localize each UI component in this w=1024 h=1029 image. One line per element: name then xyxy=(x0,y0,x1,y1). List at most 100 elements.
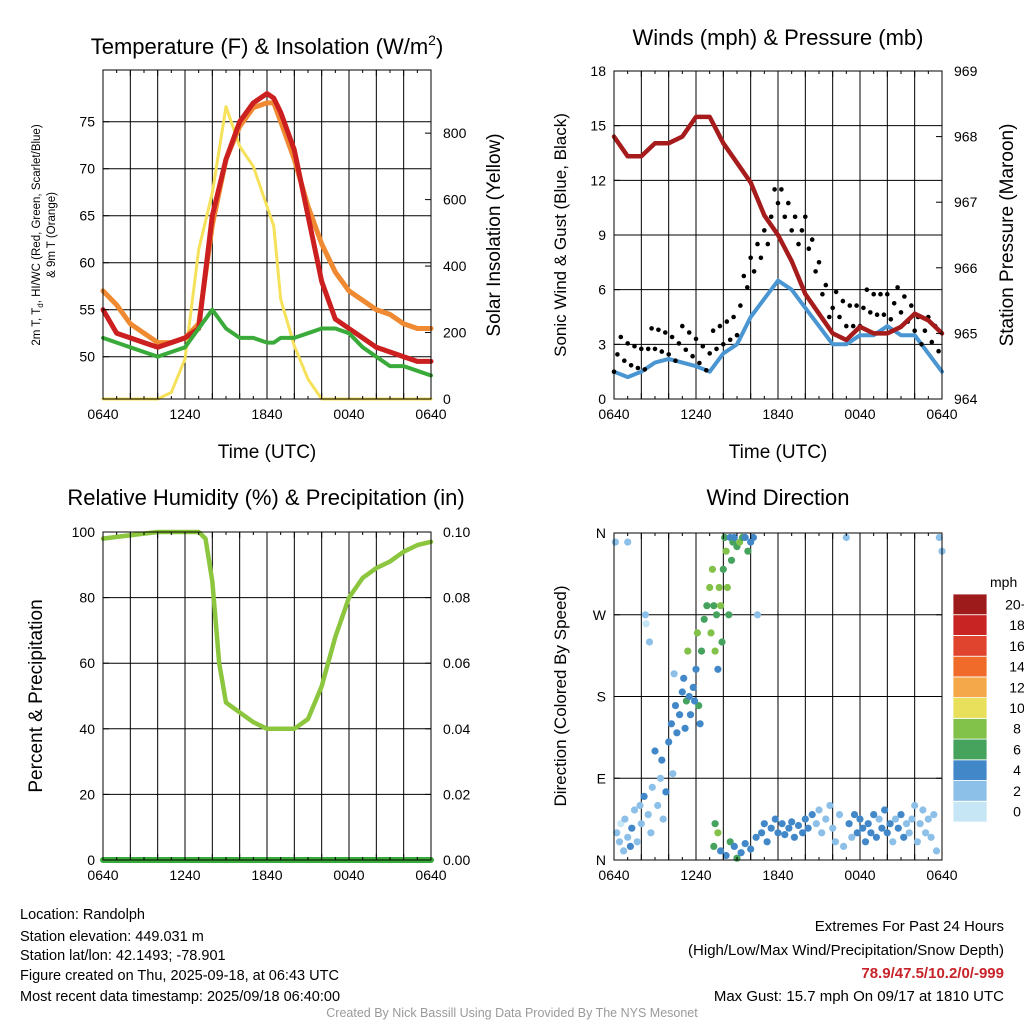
direction-point xyxy=(662,788,670,796)
direction-point xyxy=(790,833,799,841)
y2-tick-label: 0 xyxy=(443,391,451,407)
direction-point xyxy=(637,820,645,828)
direction-point xyxy=(613,829,621,837)
temperature-ylabel-line1: 2m T, Td, HI/WC (Red, Green, Scarlet/Blu… xyxy=(31,124,45,345)
direction-point xyxy=(624,538,632,546)
gust-point xyxy=(615,352,620,357)
y-tick-label: 60 xyxy=(79,255,95,271)
gust-point xyxy=(868,310,873,315)
y-tick-label: 18 xyxy=(590,63,606,79)
direction-point xyxy=(681,724,689,732)
direction-point xyxy=(913,838,922,846)
direction-point xyxy=(911,801,919,810)
temperature-xlabel: Time (UTC) xyxy=(218,442,317,463)
gust-point xyxy=(676,341,682,346)
y-tick-label: 55 xyxy=(79,302,95,318)
colorbar-swatch xyxy=(952,780,988,802)
wind-panel: Winds (mph) & Pressure (mb) 0640 1240 1840… xyxy=(551,25,1018,463)
y-tick-label: N xyxy=(596,525,606,541)
gust-point xyxy=(854,303,859,308)
gust-point xyxy=(693,336,699,342)
direction-point xyxy=(700,615,708,623)
gust-point xyxy=(714,346,719,352)
direction-point xyxy=(692,665,700,673)
gust-point xyxy=(830,305,835,311)
credit-footer: Created By Nick Bassill Using Data Provi… xyxy=(326,1006,698,1020)
direction-point xyxy=(749,533,758,542)
direction-point xyxy=(861,838,870,846)
y-tick-label: S xyxy=(597,689,606,705)
speed-colorbar: 0 2 4 6 8 10 12 14 16 18 20+ xyxy=(952,593,1024,823)
colorbar-label: 14 xyxy=(1009,659,1024,675)
direction-point xyxy=(741,840,749,848)
gust-point xyxy=(902,294,907,299)
direction-point xyxy=(853,829,861,837)
direction-point xyxy=(794,821,803,830)
gust-point xyxy=(936,348,941,354)
gust-point xyxy=(632,343,637,349)
y-tick-label: 65 xyxy=(79,208,95,224)
direction-point xyxy=(685,692,693,701)
direction-point xyxy=(717,602,725,610)
gust-point xyxy=(680,323,685,329)
direction-point xyxy=(829,824,837,832)
direction-point xyxy=(741,533,749,542)
gust-point xyxy=(645,346,651,352)
colorbar-swatch xyxy=(952,614,988,636)
y-tick-label: 15 xyxy=(590,118,606,134)
colorbar-title: mph xyxy=(990,574,1017,590)
direction-point xyxy=(671,702,680,710)
gust-point xyxy=(700,343,706,349)
y2-tick-label: 600 xyxy=(443,192,467,208)
x-tick-label: 1840 xyxy=(251,406,282,422)
gust-point xyxy=(816,260,822,265)
info-latlon: Station lat/lon: 42.1493; -78.901 xyxy=(20,948,226,964)
gust-point xyxy=(745,285,750,290)
direction-point xyxy=(676,711,684,719)
gust-point xyxy=(673,358,678,364)
gust-point xyxy=(755,241,760,247)
y-tick-label: 60 xyxy=(79,655,95,671)
direction-point xyxy=(774,829,782,837)
temperature-panel-title: Temperature (F) & Insolation (W/m2) xyxy=(91,32,444,59)
gust-point xyxy=(717,323,723,329)
direction-point xyxy=(902,820,911,828)
direction-point xyxy=(916,820,924,828)
colorbar-swatch xyxy=(952,718,988,740)
gust-point xyxy=(820,291,825,297)
gust-point xyxy=(779,187,784,192)
direction-point xyxy=(840,842,848,851)
gust-point xyxy=(772,187,777,192)
colorbar-swatch xyxy=(952,759,988,781)
direction-point xyxy=(665,738,673,746)
gust-point xyxy=(895,285,900,290)
direction-point xyxy=(710,602,718,610)
direction-point xyxy=(848,833,856,841)
direction-point xyxy=(930,811,938,819)
direction-point xyxy=(644,811,652,819)
info-elevation: Station elevation: 449.031 m xyxy=(20,929,204,945)
direction-point xyxy=(615,838,624,846)
info-created: Figure created on Thu, 2025-09-18, at 06… xyxy=(20,968,339,984)
direction-point xyxy=(799,829,807,837)
direction-point xyxy=(727,556,736,564)
gust-point xyxy=(823,282,829,288)
direction-point xyxy=(758,829,766,837)
gust-point xyxy=(686,330,692,335)
direction-point xyxy=(659,815,667,823)
direction-point xyxy=(723,583,732,592)
y2-tick-label: 0.10 xyxy=(443,524,470,540)
gust-point xyxy=(922,328,928,334)
direction-point xyxy=(611,538,620,546)
direction-point xyxy=(778,820,786,828)
gust-point xyxy=(734,332,740,338)
direction-point xyxy=(722,851,730,860)
y2-tick-label: 964 xyxy=(954,391,978,407)
direction-point xyxy=(628,824,636,832)
x-tick-label: 1840 xyxy=(251,867,282,883)
y2-tick-label: 0.06 xyxy=(443,655,470,671)
y-tick-label: 40 xyxy=(79,721,95,737)
x-tick-label: 1240 xyxy=(169,406,200,422)
colorbar-swatch xyxy=(952,676,988,699)
